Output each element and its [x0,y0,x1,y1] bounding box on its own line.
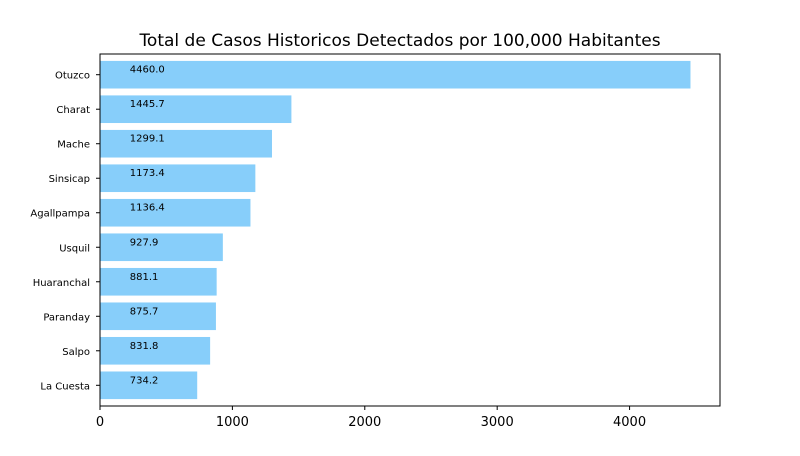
y-tick-label: Paranday [43,312,90,323]
y-tick-label: La Cuesta [40,381,90,392]
bar-paranday [100,302,216,331]
y-tick-label: Huaranchal [33,278,90,289]
bar-usquil [100,233,223,262]
data-labels-group: 4460.0 1445.7 1299.1 1173.4 1136.4 927.9 881.1… [130,65,165,387]
data-label: 875.7 [130,306,159,317]
y-tick-label: Sinsicap [49,174,90,185]
y-tick-label: Usquil [59,243,90,254]
bars-group [100,60,691,400]
y-tick-label: Mache [57,140,90,151]
bar-charat [100,95,292,124]
bar-sinsicap [100,164,256,193]
data-label: 1445.7 [130,99,165,110]
y-tick-label: Salpo [62,347,90,358]
y-tick-label: Agallpampa [30,209,90,220]
bar-otuzco [100,60,691,89]
data-label: 881.1 [130,272,159,283]
x-tick-label: 2000 [348,415,381,430]
bar-huaranchal [100,267,217,296]
plot-frame [99,53,721,407]
data-label: 1299.1 [130,134,165,145]
bar-agallpampa [100,198,251,227]
data-label: 4460.0 [130,65,165,76]
chart-title: Total de Casos Historicos Detectados por… [138,31,660,51]
data-label: 831.8 [130,341,159,352]
x-tick-label: 1000 [216,415,249,430]
x-axis: 0 1000 2000 3000 4000 [96,406,646,430]
bar-la-cuesta [100,371,198,400]
x-tick-label: 0 [96,415,104,430]
x-tick-label: 3000 [481,415,514,430]
data-label: 927.9 [130,237,159,248]
data-label: 1173.4 [130,168,165,179]
bar-mache [100,129,272,158]
y-tick-label: Charat [56,105,90,116]
bar-salpo [100,336,211,365]
x-tick-label: 4000 [613,415,646,430]
y-tick-label: Otuzco [55,71,90,82]
y-axis: Otuzco Charat Mache Sinsicap Agallpampa Usqui… [30,71,100,392]
data-label: 734.2 [130,375,159,386]
data-label: 1136.4 [130,203,165,214]
